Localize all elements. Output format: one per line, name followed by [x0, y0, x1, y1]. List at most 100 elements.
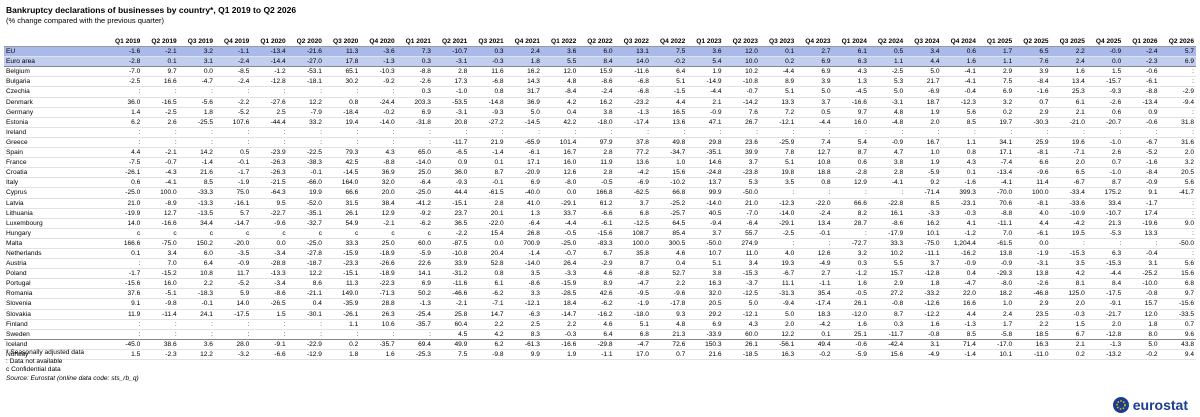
cell: -9.8	[142, 298, 179, 310]
cell: 2.0	[905, 117, 942, 128]
cell: 25.3	[1050, 86, 1087, 98]
cell: 100.0	[142, 187, 179, 199]
cell: 6.1	[469, 278, 506, 290]
cell: 79.3	[323, 147, 361, 159]
cell: -1.9	[214, 177, 252, 189]
column-header: Q4 2023	[796, 37, 833, 48]
cell: 40.5	[687, 208, 724, 219]
cell: 19.5	[1050, 228, 1087, 239]
cell: 16.2	[505, 66, 542, 78]
cell: 17.1	[505, 157, 542, 169]
cell: 9.1	[106, 298, 143, 310]
table-row: France -7.5 -0.7 -1.4 -0.1 -26.3 -38.3 42.5 -8.8…	[4, 157, 1196, 169]
cell: 25.0	[396, 167, 433, 179]
cell: -16.1	[214, 198, 252, 209]
cell: -0.9	[941, 258, 978, 270]
cell: -46.6	[432, 288, 470, 300]
cell: -2.3	[1123, 56, 1160, 68]
cell: -4.4	[1086, 268, 1124, 280]
cell: -0.9	[1123, 177, 1160, 189]
cell: -50.0	[687, 238, 724, 249]
cell: -35.7	[396, 319, 433, 330]
cell: 1.6	[832, 278, 869, 290]
cell: 15.7	[868, 268, 906, 280]
cell: 12.2	[759, 329, 797, 340]
cell: 2.5	[251, 107, 288, 118]
cell: -0.2	[1123, 349, 1160, 361]
cell: -2.9	[1159, 86, 1196, 98]
cell: -8.6	[251, 288, 288, 300]
cell: 9.1	[1123, 187, 1160, 199]
cell: -1.6	[106, 46, 143, 58]
table-row: Austria:7.0 6.4 -0.9 -28.8 -18.7 -23.3 -26.6 22…	[4, 258, 1196, 270]
cell: -19.6	[1123, 218, 1160, 229]
cell: 5.1	[650, 76, 688, 88]
cell: -50.0	[723, 187, 760, 199]
cell: :	[106, 258, 143, 270]
cell: -22.0	[469, 218, 506, 229]
cell: -1.6	[1014, 86, 1051, 98]
cell: -35.7	[360, 339, 397, 350]
cell: :	[1050, 238, 1087, 249]
cell: :	[360, 329, 397, 340]
cell: -15.6	[1159, 298, 1196, 310]
cell: 21.9	[469, 137, 506, 149]
cell: -18.0	[614, 309, 651, 320]
cell: 3.7	[723, 157, 760, 169]
cell: 33.4	[1086, 198, 1124, 209]
cell: :	[868, 127, 906, 138]
cell: -19.9	[106, 208, 143, 219]
cell: -14.5	[505, 117, 542, 128]
cell: 15.4	[469, 228, 506, 239]
cell: -8.8	[1123, 86, 1160, 98]
cell: 19.3	[759, 258, 797, 270]
cell: 8.5	[941, 329, 978, 340]
cell: -42.4	[868, 339, 906, 350]
cell: 44.4	[432, 187, 470, 199]
table-row: Czechia::::::::0.3 -1.0 0.8 31.7 -8.4 -2.4 -6.…	[4, 86, 1196, 98]
table-row: Slovakia 11.9 -11.4 24.1 -17.5 1.5 -30.1 -26.1 2…	[4, 309, 1196, 320]
cell: 1.9	[687, 66, 724, 78]
cell: 15.6	[868, 349, 906, 361]
cell: -53.5	[432, 97, 470, 108]
cell: 2.1	[1050, 107, 1087, 118]
cell: 6.2	[469, 339, 506, 350]
row-label: Italy	[4, 177, 106, 189]
cell: 5.6	[1159, 177, 1196, 189]
cell: -40.0	[505, 187, 542, 199]
cell: 0.6	[832, 157, 869, 169]
cell: 4.5	[432, 329, 470, 340]
cell: -2.5	[759, 228, 797, 239]
cell: -23.8	[723, 167, 760, 179]
cell: :	[1159, 248, 1196, 260]
cell: 12.7	[142, 208, 179, 219]
cell: -4.1	[941, 66, 978, 78]
cell: :	[178, 319, 215, 330]
cell: 0.8	[796, 177, 833, 189]
cell: 12.0	[541, 66, 579, 78]
cell: -2.1	[360, 218, 397, 229]
cell: 49.8	[650, 137, 688, 149]
cell: -25.0	[541, 238, 579, 249]
cell: -9.4	[1159, 97, 1196, 108]
cell: 0.3	[396, 86, 433, 98]
cell: 0.3	[469, 46, 506, 58]
table-row: Cyprus -25.0 100.0 -33.3 75.0 -64.3 19.9 66.6 20…	[4, 187, 1196, 199]
cell: 6.9	[796, 56, 833, 68]
cell: 6.6	[1014, 157, 1051, 169]
cell: -3.1	[1014, 258, 1051, 270]
cell: :	[251, 86, 288, 98]
cell: 14.0	[214, 298, 252, 310]
cell: :	[214, 127, 252, 138]
cell: -8.8	[977, 208, 1015, 219]
cell: 15.7	[1123, 298, 1160, 310]
cell: 52.7	[650, 268, 688, 280]
cell: :	[106, 127, 143, 138]
cell: 5.4	[832, 137, 869, 149]
note: * Seasonally adjusted data	[6, 349, 85, 356]
cell: 97.9	[578, 137, 615, 149]
cell: 0.4	[650, 258, 688, 270]
row-label: Germany	[4, 107, 106, 118]
cell: 33.3	[868, 238, 906, 249]
cell: 13.7	[687, 177, 724, 189]
